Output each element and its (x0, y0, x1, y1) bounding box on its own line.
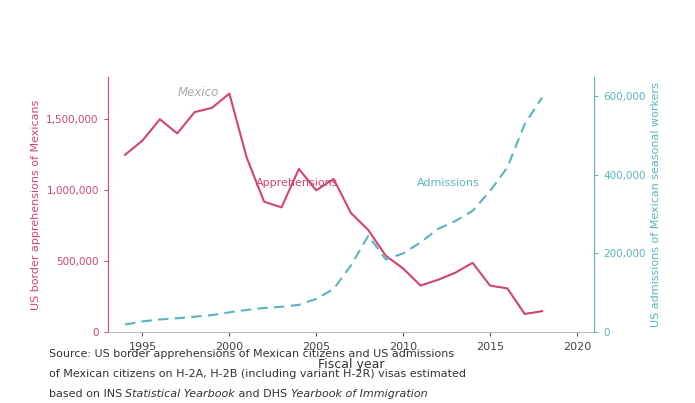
Text: Statistical Yearbook: Statistical Yearbook (125, 389, 235, 399)
Y-axis label: US admissions of Mexican seasonal workers: US admissions of Mexican seasonal worker… (651, 82, 662, 327)
Text: Yearbook of Immigration: Yearbook of Immigration (291, 389, 427, 399)
Text: Admissions: Admissions (417, 179, 480, 188)
Text: Apprehensions: Apprehensions (255, 178, 338, 188)
Y-axis label: US border apprehensions of Mexicans: US border apprehensions of Mexicans (31, 99, 40, 310)
Text: of Mexican citizens on H-2A, H-2B (including variant H-2R) visas estimated: of Mexican citizens on H-2A, H-2B (inclu… (49, 369, 466, 379)
Text: Mexico: Mexico (177, 87, 219, 100)
Text: and DHS: and DHS (235, 389, 291, 399)
Text: based on INS: based on INS (49, 389, 125, 399)
Text: Source: US border apprehensions of Mexican citizens and US admissions: Source: US border apprehensions of Mexic… (49, 349, 454, 359)
X-axis label: Fiscal year: Fiscal year (318, 358, 384, 372)
